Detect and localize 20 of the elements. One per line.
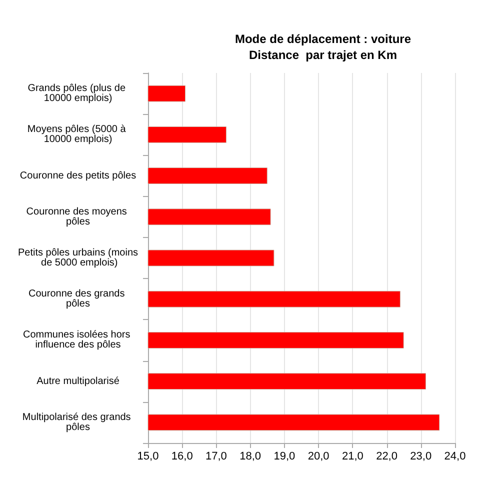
x-tick-label: 21,0 (342, 450, 364, 462)
x-tick-label: 18,0 (240, 450, 262, 462)
x-tick-label: 23,0 (410, 450, 432, 462)
y-tick-label: Couronne des moyens pôles (26, 206, 130, 228)
y-tick-label: Moyens pôles (5000 à 10000 emplois) (27, 124, 129, 146)
x-tick-label: 20,0 (308, 450, 330, 462)
y-tick-label: Grands pôles (plus de 10000 emplois) (28, 83, 128, 104)
x-tick-label: 24,0 (444, 450, 466, 462)
y-tick-label: Couronne des grands pôles (28, 288, 128, 310)
x-tick-label: 17,0 (206, 450, 227, 462)
x-tick-label: 19,0 (274, 450, 296, 462)
chart-title: Mode de déplacement : voiture Distance par trajet en Km (234, 32, 412, 62)
y-tick-label: Communes isolées hors influence des pôles (22, 330, 134, 351)
x-tick-label: 22,0 (376, 450, 398, 462)
y-tick-label: Couronne des petits pôles (20, 170, 136, 182)
y-tick-label: Petits pôles urbains (moins de 5000 emplois) (18, 248, 138, 268)
y-tick-label: Multipolarisé des grands pôles (22, 412, 134, 433)
x-tick-label: 15,0 (137, 450, 159, 462)
y-tick-label: Autre multipolarisé (36, 376, 120, 387)
x-tick-label: 16,0 (171, 450, 193, 462)
